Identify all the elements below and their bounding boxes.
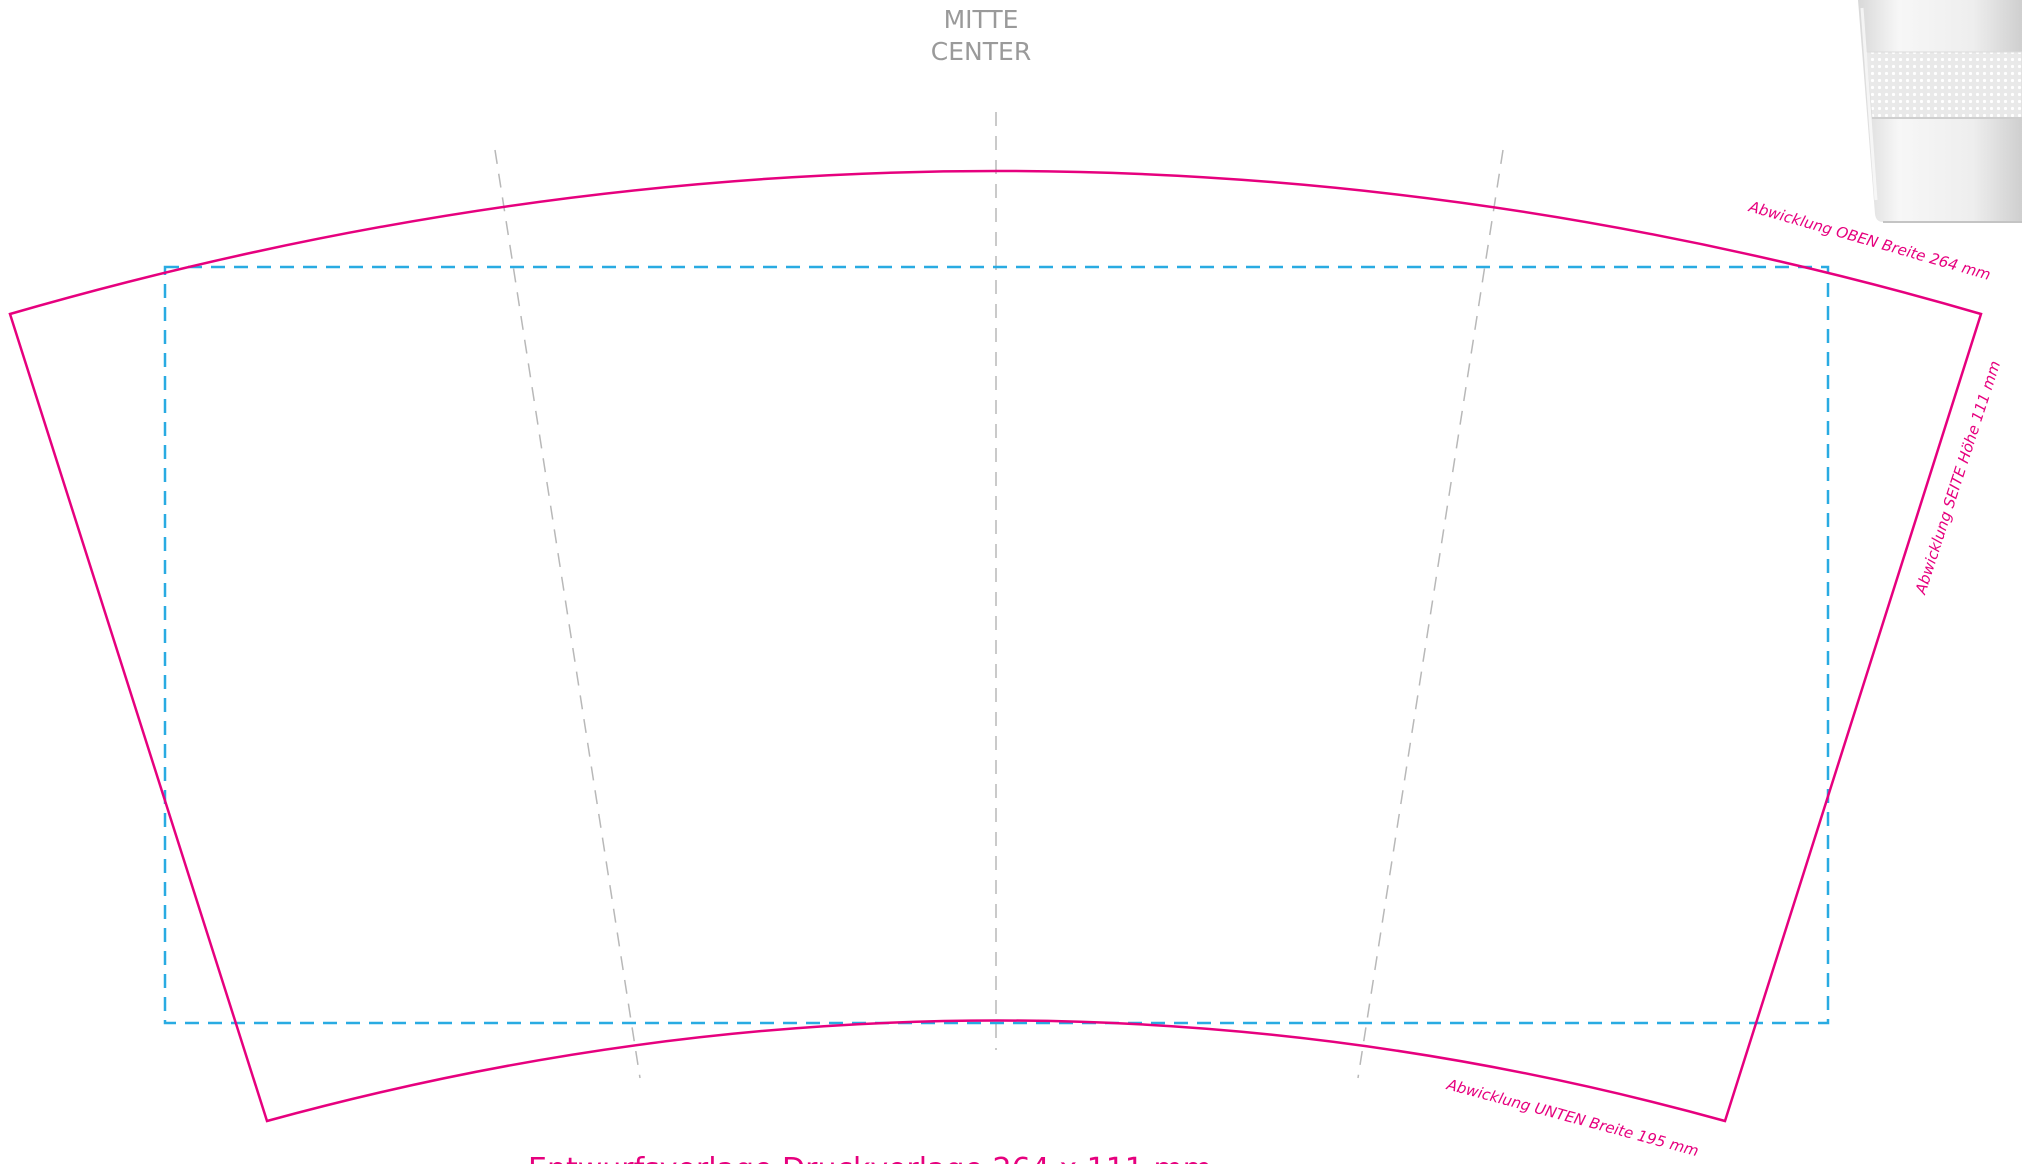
cup-photo bbox=[1858, 0, 2022, 223]
right-guide-line bbox=[1357, 149, 1504, 1079]
center-label-mitte: MITTE bbox=[943, 5, 1019, 34]
footer-note: Entwurfsvorlage Druckvorlage 264 x 111 m… bbox=[528, 1152, 1212, 1164]
print-area-rect bbox=[163, 265, 1830, 1025]
left-guide-line bbox=[494, 149, 641, 1079]
wrap-outline bbox=[8, 169, 1983, 1123]
center-label-center: CENTER bbox=[930, 37, 1032, 66]
bottom-dimension-label: Abwicklung UNTEN Breite 195 mm bbox=[1444, 1075, 1701, 1160]
side-dimension-label: Abwicklung SEITE Höhe 111 mm bbox=[1911, 359, 2004, 598]
